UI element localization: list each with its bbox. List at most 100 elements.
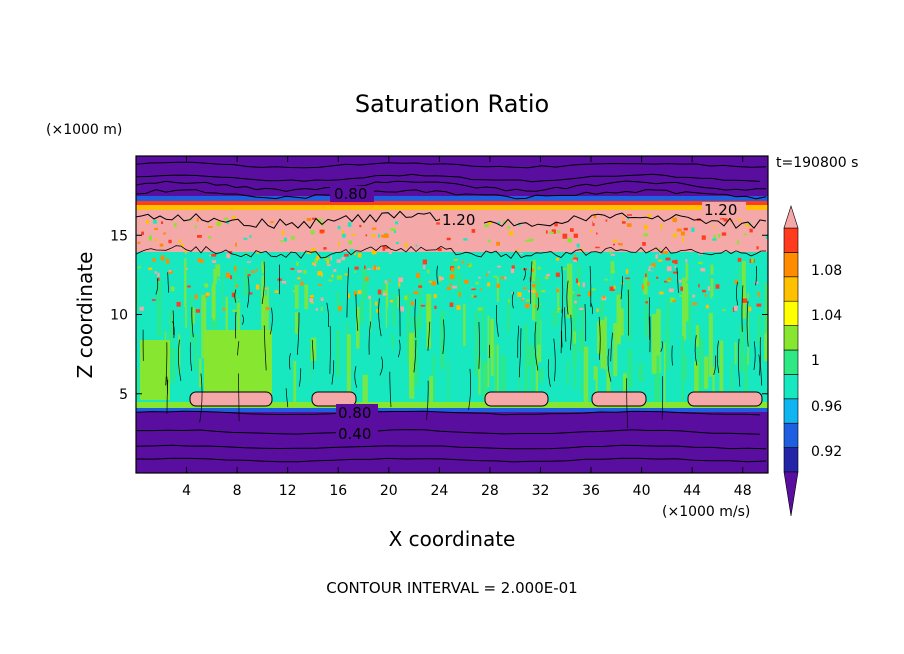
speck	[359, 224, 362, 228]
texture-streak	[739, 323, 745, 371]
speck	[737, 257, 742, 262]
speck	[446, 237, 451, 241]
colorbar-swatch	[783, 447, 799, 473]
texture-streak	[369, 295, 372, 332]
speck	[344, 253, 349, 257]
texture-streak	[409, 332, 415, 399]
speck	[354, 266, 359, 270]
texture-streak	[606, 370, 611, 404]
speck	[314, 258, 318, 263]
speck	[609, 286, 615, 291]
chart-title: Saturation Ratio	[355, 90, 549, 118]
speck	[168, 239, 172, 244]
speck	[482, 241, 485, 244]
contour-line	[298, 368, 302, 387]
speck	[428, 280, 433, 283]
speck	[737, 240, 739, 245]
texture-streak	[201, 294, 207, 359]
speck	[225, 272, 230, 278]
speck	[434, 305, 437, 309]
texture-streak	[596, 364, 603, 404]
speck	[463, 238, 468, 241]
texture-streak	[623, 373, 627, 404]
speck	[247, 274, 251, 277]
texture-streak	[169, 311, 173, 358]
speck	[235, 287, 240, 292]
colorbar-tick-label: 1.04	[811, 308, 842, 324]
texture-streak	[503, 372, 506, 403]
speck	[431, 291, 436, 295]
speck	[715, 284, 720, 289]
x-tick-label: 4	[182, 483, 191, 499]
speck	[401, 263, 404, 267]
contour-line	[753, 341, 756, 370]
speck	[413, 291, 419, 295]
contour-line	[746, 301, 749, 347]
speck	[159, 243, 164, 247]
speck	[354, 271, 357, 274]
colorbar-min-arrow	[783, 471, 799, 517]
x-tick-label: 32	[532, 483, 550, 499]
y-tick-label: 10	[110, 308, 128, 324]
speck	[433, 293, 437, 299]
speck	[377, 289, 382, 295]
texture-streak	[638, 363, 644, 382]
speck	[194, 294, 198, 300]
speck	[468, 236, 472, 241]
contour-line	[136, 161, 767, 169]
speck	[642, 242, 646, 246]
contour-line	[414, 299, 417, 338]
speck	[195, 309, 200, 313]
speck	[154, 227, 158, 230]
speck	[619, 243, 623, 246]
speck	[681, 231, 685, 236]
speck	[590, 230, 593, 233]
speck	[715, 278, 720, 284]
speck	[651, 263, 656, 267]
speck	[420, 304, 426, 307]
speck	[713, 235, 716, 240]
contour-line	[537, 297, 540, 311]
speck	[354, 252, 357, 255]
texture-streak	[708, 312, 713, 377]
contour-line	[547, 359, 551, 387]
speck	[163, 232, 166, 235]
speck	[216, 222, 221, 226]
speck	[217, 278, 220, 281]
texture-streak	[391, 333, 395, 349]
contour-line	[354, 366, 358, 388]
texture-streak	[192, 307, 195, 325]
speck	[643, 224, 648, 230]
speck	[698, 261, 703, 265]
speck	[710, 237, 714, 240]
red-transition-band	[136, 201, 768, 205]
speck	[674, 265, 677, 269]
speck	[176, 301, 181, 307]
texture-streak	[426, 304, 431, 349]
colorbar-swatch	[783, 276, 799, 302]
speck	[573, 259, 577, 262]
speck	[347, 222, 352, 227]
speck	[338, 241, 340, 247]
speck	[472, 295, 477, 298]
speck	[344, 273, 349, 276]
speck	[717, 234, 721, 238]
contour-line	[166, 379, 169, 414]
speck	[646, 308, 651, 313]
speck	[613, 285, 616, 289]
speck	[496, 241, 500, 246]
texture-streak	[742, 261, 746, 319]
speck	[648, 269, 652, 271]
texture-streak	[764, 308, 768, 362]
texture-streak	[694, 361, 700, 404]
texture-streak	[730, 362, 734, 404]
speck	[688, 245, 692, 251]
texture-streak	[583, 346, 589, 404]
contour-line	[189, 342, 193, 371]
texture-streak	[309, 339, 312, 380]
texture-streak	[577, 264, 581, 318]
speck	[575, 278, 578, 283]
speck	[625, 277, 630, 280]
texture-streak	[526, 344, 532, 367]
